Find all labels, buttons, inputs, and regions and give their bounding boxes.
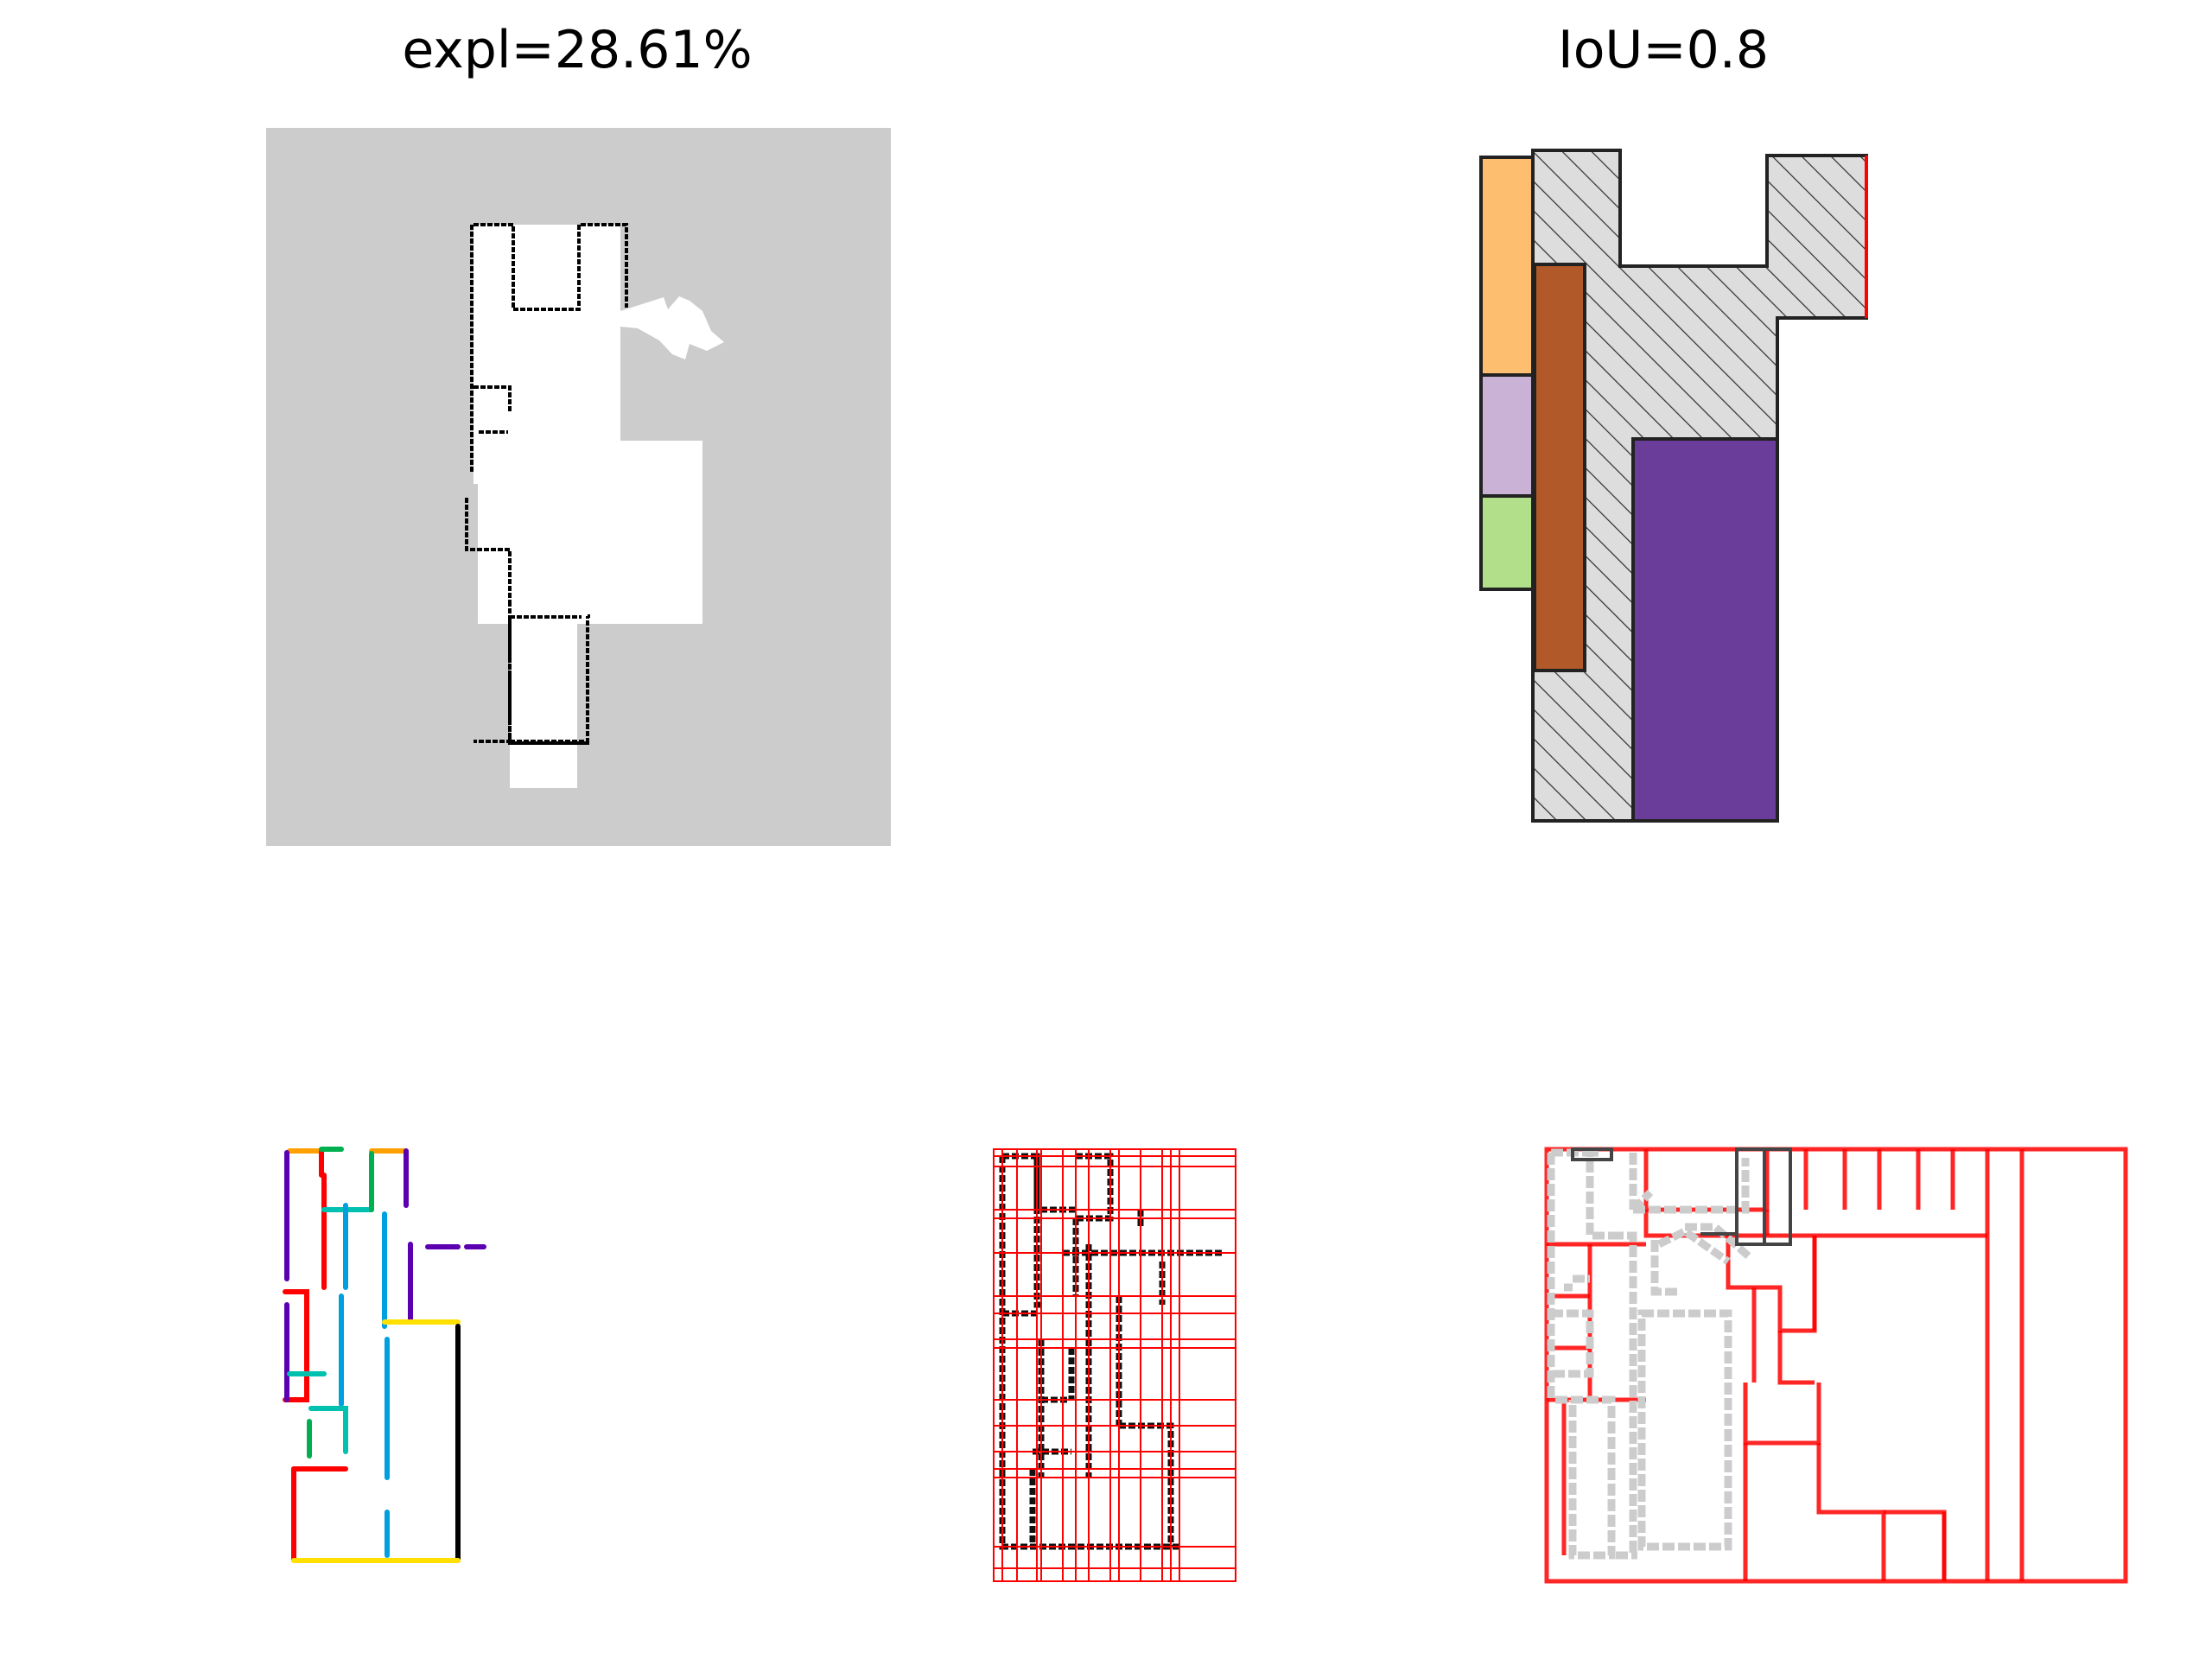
room-brown	[1533, 263, 1586, 672]
occupancy-map-panel	[266, 128, 891, 846]
explored-title: expl=28.61%	[402, 20, 753, 80]
iou-title: IoU=0.8	[1557, 20, 1770, 80]
room-lilac	[1479, 373, 1535, 498]
room-orange	[1479, 156, 1535, 377]
grey-map-walls	[1547, 1148, 1752, 1560]
room-segmentation-panel	[1479, 149, 1868, 823]
dark-cell-outline	[1571, 1147, 1792, 1246]
merged-cells-panel	[1544, 1147, 2128, 1584]
grid-lines	[993, 1148, 1236, 1582]
room-purple	[1631, 437, 1779, 823]
grid-decomposition-panel	[993, 1148, 1236, 1582]
free-space	[474, 225, 724, 788]
wall-segments	[283, 1147, 486, 1563]
map-walls	[999, 1153, 1223, 1550]
room-green	[1479, 494, 1535, 591]
wall-segments-panel	[283, 1147, 486, 1563]
